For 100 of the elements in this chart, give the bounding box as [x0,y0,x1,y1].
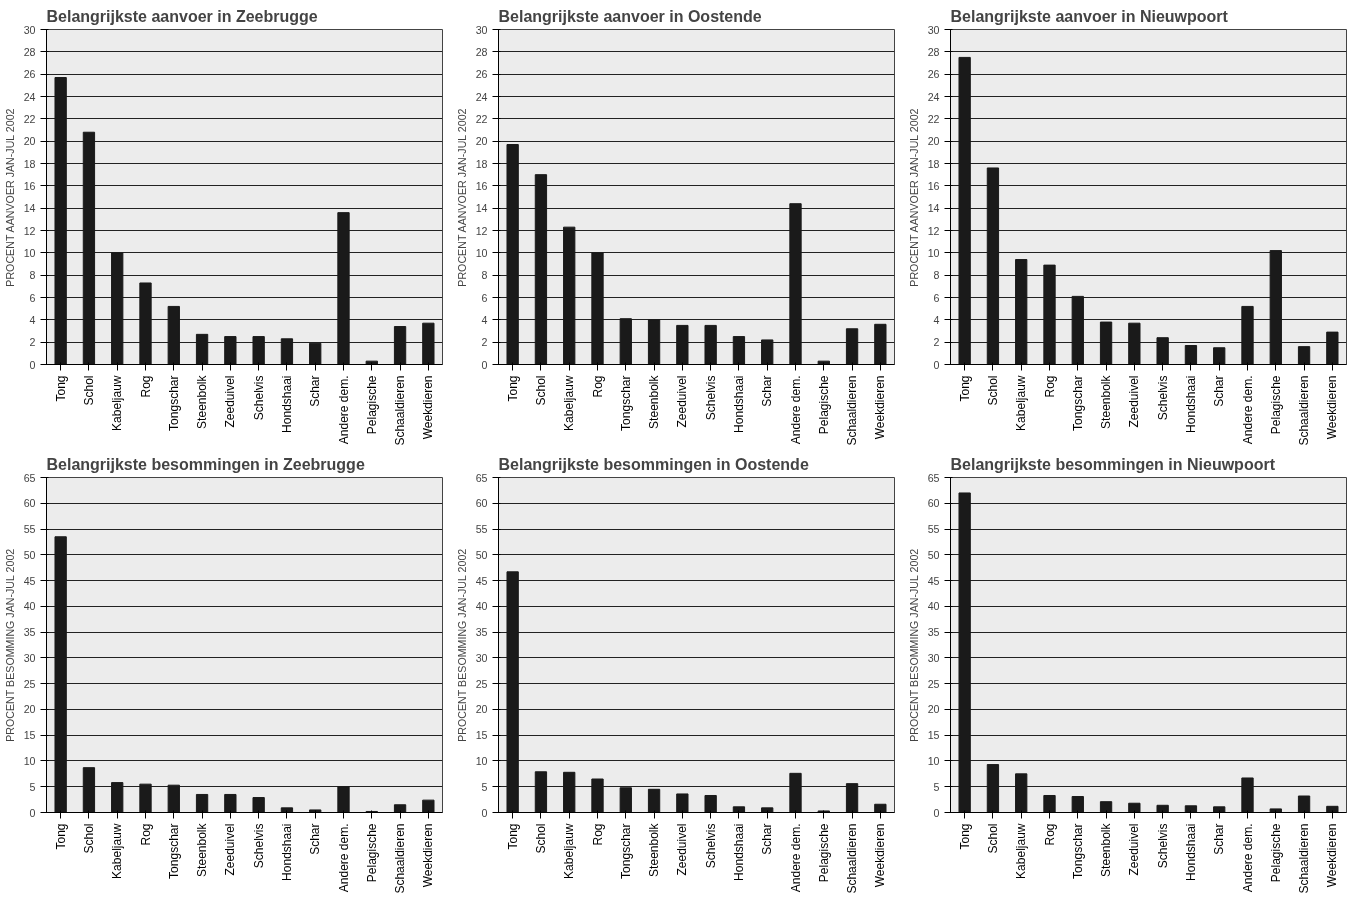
x-tick-label: Schelvis [251,823,266,869]
x-tick-label: Hondshaai [279,375,294,433]
x-tick-label: Weekdieren [873,823,888,888]
y-tick-label: 26 [927,68,940,81]
x-tick-label: Andere dem. [1240,375,1255,445]
y-tick-label: 12 [23,224,36,237]
y-tick-label: 8 [933,269,940,282]
y-tick-label: 10 [927,754,940,767]
x-tick-label: Pelagische [364,375,379,435]
x-tick-label: Schar [760,375,775,407]
y-tick-label: 40 [23,600,36,613]
y-tick-label: 0 [933,358,940,371]
chart-title: Belangrijkste besommingen in Zeebrugge [46,455,365,473]
y-tick-label: 22 [23,112,36,125]
y-tick-label: 15 [927,729,940,742]
x-tick-label: Rog [1042,823,1057,846]
x-tick-label: Steenbolk [195,374,210,429]
y-tick-label: 35 [927,626,940,639]
x-tick-label: Rog [590,823,605,846]
y-tick-label: 12 [927,224,940,237]
y-tick-label: 45 [23,574,36,587]
x-tick-label: Schelvis [251,375,266,421]
x-tick-label: Tongschar [166,823,181,879]
y-tick-label: 2 [933,336,940,349]
y-tick-label: 20 [475,135,488,148]
x-tick-label: Schaaldieren [845,375,860,446]
y-tick-label: 20 [23,135,36,148]
x-tick-label: Rog [590,375,605,398]
x-tick-label: Tongschar [1070,375,1085,431]
y-tick-label: 6 [933,291,940,304]
y-tick-label: 50 [475,548,488,561]
y-tick-label: 35 [23,626,36,639]
y-tick-label: 0 [29,358,36,371]
x-tick-label: Steenbolk [195,822,210,877]
x-tick-label: Pelagische [1268,823,1283,883]
y-tick-label: 18 [23,157,36,170]
chart-title: Belangrijkste aanvoer in Nieuwpoort [950,7,1229,25]
y-tick-label: 18 [927,157,940,170]
y-tick-label: 6 [481,291,488,304]
chart-title: Belangrijkste aanvoer in Oostende [498,7,762,25]
y-tick-label: 14 [475,202,488,215]
y-tick-label: 35 [475,626,488,639]
y-tick-label: 5 [481,780,488,793]
y-tick-label: 25 [475,677,488,690]
y-tick-label: 14 [23,202,36,215]
y-tick-label: 60 [23,497,36,510]
x-tick-label: Pelagische [816,375,831,435]
x-tick-label: Weekdieren [421,375,436,440]
y-tick-label: 40 [475,600,488,613]
y-axis-title: PROCENT BESOMMING JAN-JUL 2002 [455,548,468,742]
x-tick-label: Schar [1212,823,1227,855]
x-tick-label: Andere dem. [336,823,351,893]
y-tick-label: 40 [927,600,940,613]
x-tick-label: Schol [533,375,548,406]
y-tick-label: 0 [933,806,940,819]
x-tick-label: Schar [308,823,323,855]
x-tick-label: Kabeljauw [1014,823,1029,879]
y-tick-label: 60 [927,497,940,510]
y-tick-label: 20 [475,703,488,716]
y-tick-label: 55 [23,523,36,536]
x-tick-label: Kabeljauw [110,375,125,431]
y-tick-label: 12 [475,224,488,237]
x-tick-label: Schol [533,823,548,854]
x-tick-label: Schar [308,375,323,407]
y-tick-label: 4 [29,313,36,326]
y-tick-label: 20 [23,703,36,716]
x-tick-label: Tongschar [618,823,633,879]
y-tick-label: 25 [927,677,940,690]
x-tick-label: Weekdieren [1325,375,1340,440]
x-tick-label: Pelagische [1268,375,1283,435]
y-tick-label: 30 [927,23,940,36]
x-tick-label: Schol [81,375,96,406]
y-axis-title: PROCENT AANVOER JAN-JUL 2002 [907,108,920,287]
x-tick-label: Schol [81,823,96,854]
x-tick-label: Pelagische [816,823,831,883]
y-tick-label: 20 [927,135,940,148]
y-tick-label: 24 [23,90,36,103]
x-tick-label: Steenbolk [1099,822,1114,877]
x-tick-label: Hondshaai [1183,823,1198,881]
x-tick-label: Tong [53,375,68,402]
x-tick-label: Schol [985,375,1000,406]
y-tick-label: 18 [475,157,488,170]
x-tick-label: Steenbolk [647,822,662,877]
y-tick-label: 8 [29,269,36,282]
x-tick-label: Steenbolk [1099,374,1114,429]
x-tick-label: Schelvis [1155,823,1170,869]
x-tick-label: Rog [138,823,153,846]
y-tick-label: 45 [927,574,940,587]
y-tick-label: 14 [927,202,940,215]
y-tick-label: 5 [933,780,940,793]
x-tick-label: Schaaldieren [1297,375,1312,446]
x-tick-label: Zeeduivel [1127,375,1142,428]
x-tick-label: Schol [985,823,1000,854]
y-tick-label: 28 [475,45,488,58]
y-axis-title: PROCENT AANVOER JAN-JUL 2002 [3,108,16,287]
y-tick-label: 65 [23,471,36,484]
x-tick-label: Zeeduivel [675,375,690,428]
x-tick-label: Tongschar [618,375,633,431]
y-tick-label: 10 [23,754,36,767]
y-tick-label: 30 [475,651,488,664]
